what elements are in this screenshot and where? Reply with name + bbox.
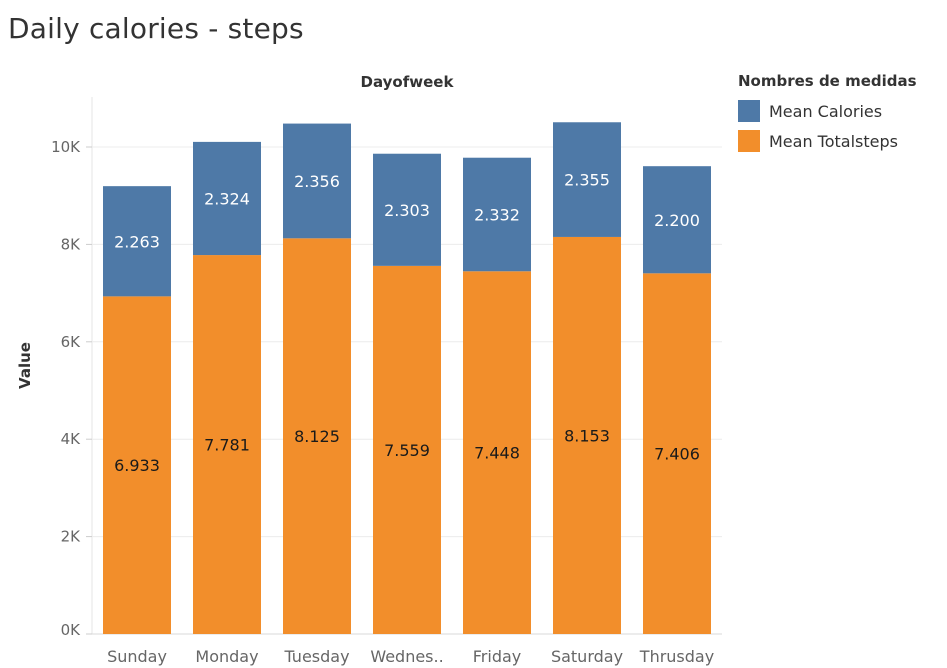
x-tick-label: Tuesday <box>283 647 349 666</box>
bar-mean-totalsteps[interactable] <box>193 255 261 634</box>
legend-title: Nombres de medidas <box>738 72 917 90</box>
legend-label-mean-calories: Mean Calories <box>769 101 883 121</box>
data-label-mean-calories: 2.356 <box>294 172 340 191</box>
x-tick-label: Friday <box>473 647 522 666</box>
x-tick-label: Wednes.. <box>370 647 443 666</box>
bar-mean-calories[interactable] <box>103 186 171 297</box>
x-tick-label: Thrusday <box>639 647 714 666</box>
column-header: Dayofweek <box>361 73 455 91</box>
bar-mean-calories[interactable] <box>373 153 441 266</box>
y-axis-title: Value <box>16 342 34 389</box>
data-label-mean-totalsteps: 7.448 <box>474 444 520 463</box>
data-label-mean-calories: 2.355 <box>564 171 610 190</box>
bar-mean-totalsteps[interactable] <box>643 273 711 634</box>
data-label-mean-totalsteps: 7.406 <box>654 445 700 464</box>
y-tick-label: 6K <box>61 333 82 351</box>
data-label-mean-totalsteps: 7.781 <box>204 436 250 455</box>
y-tick-label: 8K <box>61 235 82 253</box>
bar-mean-totalsteps[interactable] <box>463 271 531 634</box>
legend: Nombres de medidas Mean Calories Mean To… <box>738 72 917 156</box>
x-tick-label: Sunday <box>107 647 167 666</box>
data-label-mean-calories: 2.303 <box>384 201 430 220</box>
data-label-mean-totalsteps: 7.559 <box>384 441 430 460</box>
data-label-mean-totalsteps: 6.933 <box>114 456 160 475</box>
bar-mean-totalsteps[interactable] <box>553 236 621 634</box>
bar-mean-calories[interactable] <box>463 157 531 272</box>
bar-mean-calories[interactable] <box>283 123 351 239</box>
chart-title: Daily calories - steps <box>8 12 304 45</box>
bar-mean-totalsteps[interactable] <box>103 296 171 634</box>
y-tick-label: 4K <box>61 430 82 448</box>
data-label-mean-calories: 2.200 <box>654 211 700 230</box>
data-label-mean-calories: 2.332 <box>474 205 520 224</box>
data-label-mean-calories: 2.263 <box>114 232 160 251</box>
y-tick-label: 0K <box>61 621 82 639</box>
data-label-mean-calories: 2.324 <box>204 189 250 208</box>
legend-item-mean-totalsteps[interactable]: Mean Totalsteps <box>738 126 917 156</box>
data-label-mean-totalsteps: 8.125 <box>294 427 340 446</box>
x-tick-label: Monday <box>195 647 258 666</box>
legend-item-mean-calories[interactable]: Mean Calories <box>738 96 917 126</box>
y-tick-label: 10K <box>51 138 81 156</box>
bar-mean-totalsteps[interactable] <box>373 265 441 634</box>
y-tick-label: 2K <box>61 528 82 546</box>
legend-swatch-mean-totalsteps <box>738 130 760 152</box>
legend-swatch-mean-calories <box>738 100 760 122</box>
legend-label-mean-totalsteps: Mean Totalsteps <box>769 131 898 151</box>
x-tick-label: Saturday <box>551 647 623 666</box>
bar-mean-totalsteps[interactable] <box>283 238 351 634</box>
bar-mean-calories[interactable] <box>643 166 711 274</box>
bar-mean-calories[interactable] <box>193 141 261 256</box>
bar-mean-calories[interactable] <box>553 122 621 237</box>
data-label-mean-totalsteps: 8.153 <box>564 426 610 445</box>
